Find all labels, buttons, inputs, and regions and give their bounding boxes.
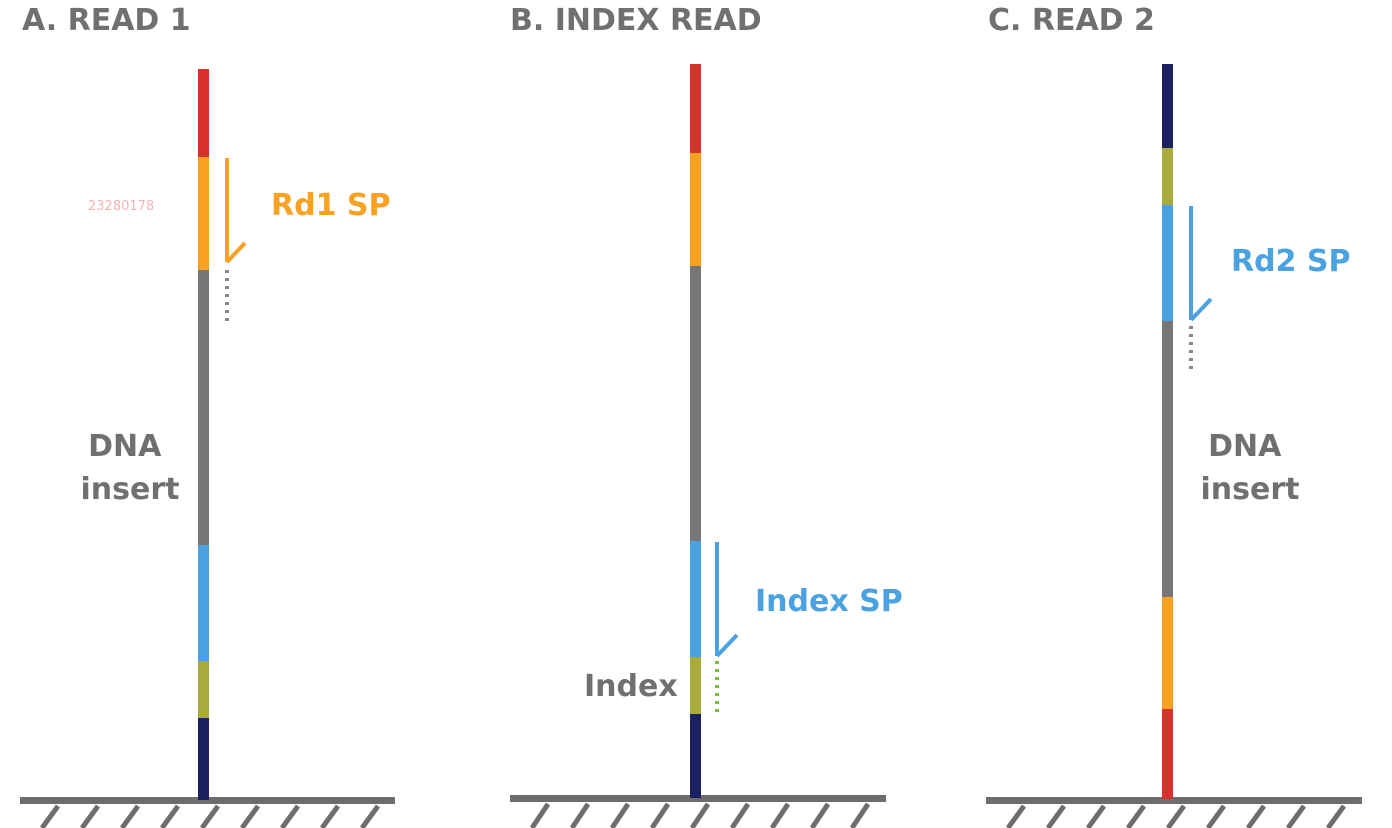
strand-segment-adapter-bottom <box>198 718 209 800</box>
strand-segment-adapter-top <box>198 69 209 157</box>
strand-segment-adapter-top <box>1162 64 1173 148</box>
insert-label-a: DNA insert <box>81 429 180 507</box>
strand-segment-rd2-sp <box>198 545 209 661</box>
strand-segment-index-sp <box>690 541 701 657</box>
strand-segment-rd2-sp <box>1162 205 1173 321</box>
primer-label-rd2-sp: Rd2 SP <box>1231 244 1351 279</box>
insert-label-line-1: DNA <box>1208 429 1282 464</box>
panel-title-c: C. READ 2 <box>988 3 1155 38</box>
surface-hatch-c <box>1005 804 1347 828</box>
strand-segment-adapter-bottom <box>1162 709 1173 799</box>
strand-segment-rd1-sp <box>690 153 701 266</box>
surface-line-a <box>20 797 395 804</box>
insert-label-line-2: insert <box>1201 472 1300 507</box>
index-label: Index <box>584 669 678 704</box>
panel-read-2: C. READ 2 Rd2 SP DNA i <box>986 3 1362 828</box>
strand-segment-insert <box>1162 321 1173 597</box>
dna-strand-a <box>198 69 209 800</box>
strand-segment-index <box>198 661 209 718</box>
surface-hatch-b <box>529 802 871 828</box>
strand-segment-adapter-top <box>690 64 701 153</box>
panel-title-b: B. INDEX READ <box>510 3 762 38</box>
surface-hatch-a <box>39 804 381 828</box>
insert-label-line-1: DNA <box>88 429 162 464</box>
primer-label-index-sp: Index SP <box>755 584 903 619</box>
primer-arrow-c <box>1189 206 1213 322</box>
strand-segment-insert <box>690 266 701 541</box>
dna-strand-b <box>690 64 701 798</box>
strand-segment-rd1-sp <box>198 157 209 270</box>
strand-segment-index <box>690 657 701 714</box>
flow-cell-surface-c <box>986 797 1362 828</box>
insert-label-c: DNA insert <box>1201 429 1300 507</box>
strand-segment-rd1-sp <box>1162 597 1173 709</box>
strand-segment-adapter-bottom <box>690 714 701 798</box>
flow-cell-surface-b <box>510 795 886 828</box>
insert-label-line-2: insert <box>81 472 180 507</box>
panel-read-1: A. READ 1 Rd1 SP DNA i <box>20 3 395 828</box>
primer-arrow-b <box>715 542 739 658</box>
primer-arrow-a <box>225 158 247 264</box>
strand-segment-index <box>1162 148 1173 205</box>
panel-title-a: A. READ 1 <box>22 3 191 38</box>
watermark-text: 23280178 <box>88 199 154 214</box>
primer-label-rd1-sp: Rd1 SP <box>271 188 391 223</box>
strand-segment-insert <box>198 270 209 545</box>
panel-index-read: B. INDEX READ Index SP Index <box>510 3 903 828</box>
dna-strand-c <box>1162 64 1173 799</box>
surface-line-c <box>986 797 1362 804</box>
flow-cell-surface-a <box>20 797 395 828</box>
surface-line-b <box>510 795 886 802</box>
